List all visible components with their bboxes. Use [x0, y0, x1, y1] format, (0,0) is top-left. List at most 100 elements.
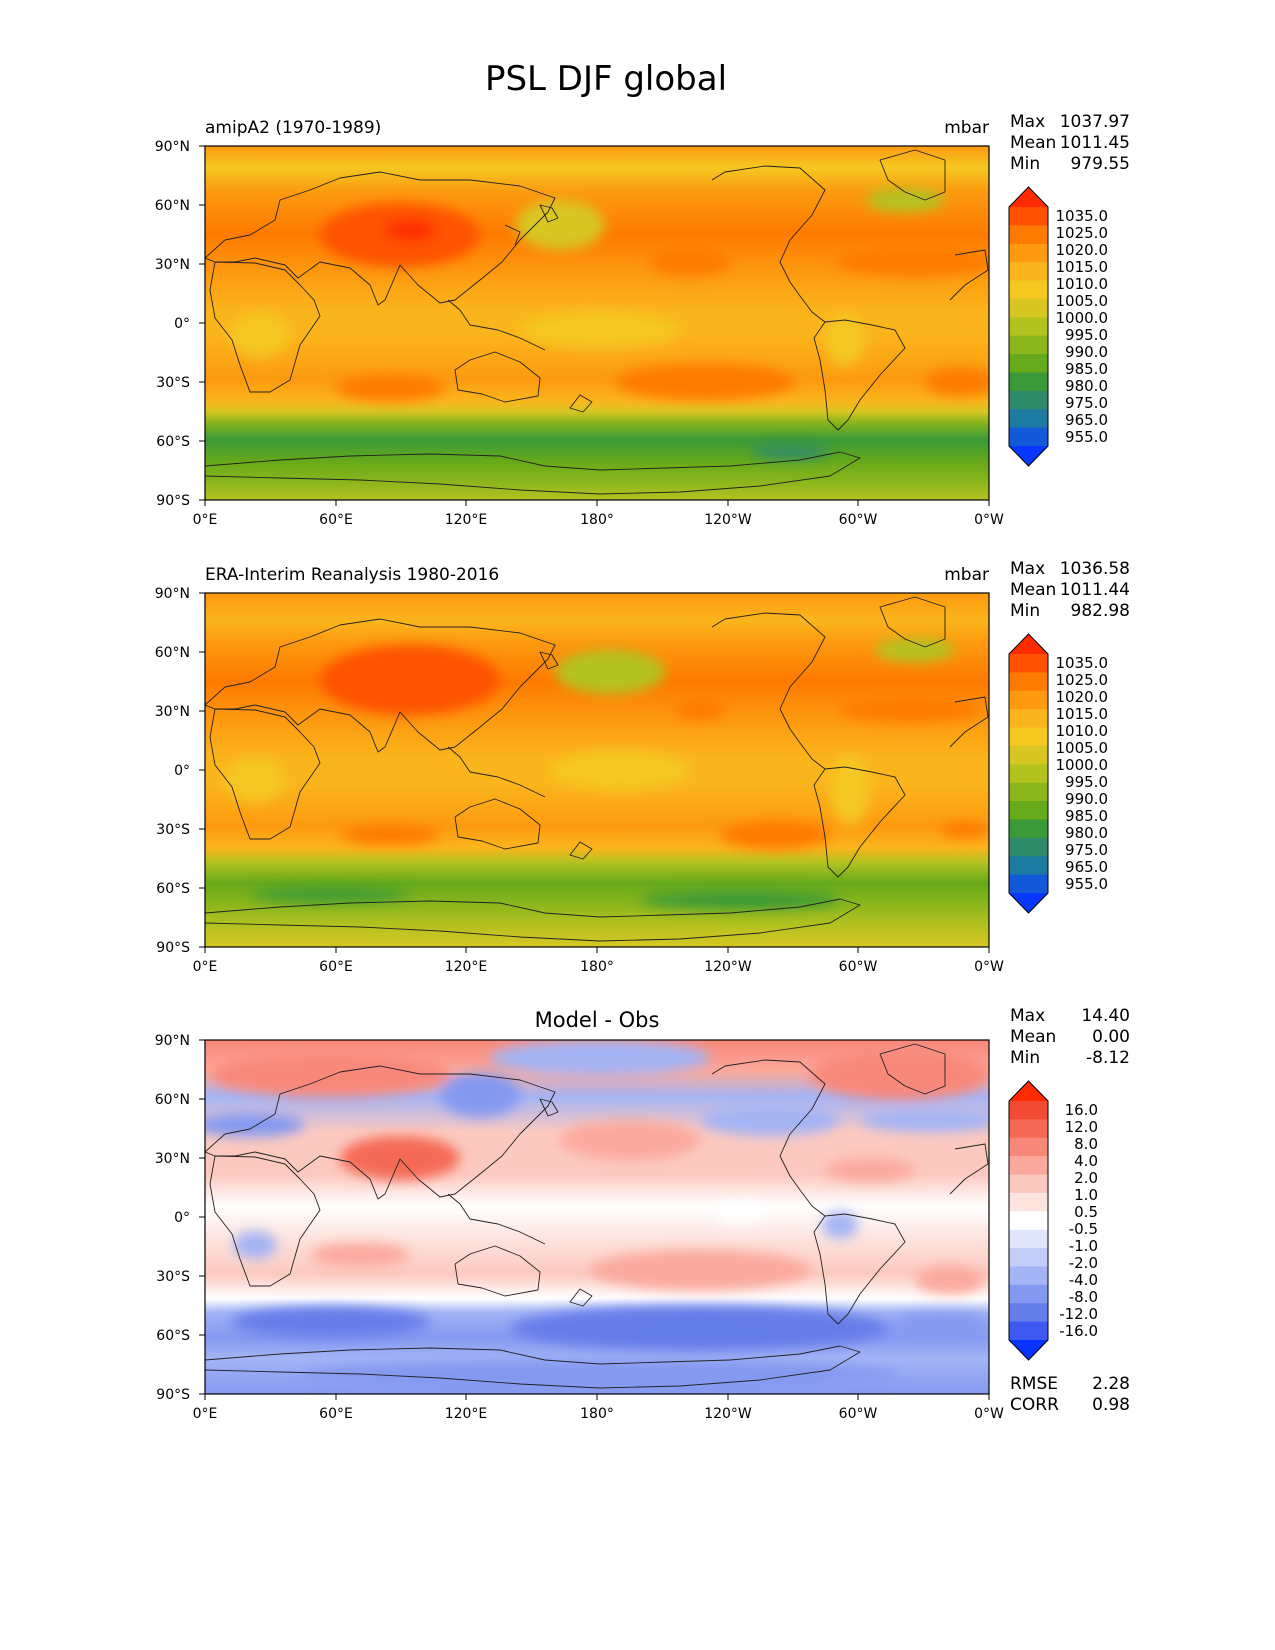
colorbar-block: [1009, 207, 1048, 226]
lon-tick: 120°W: [704, 1406, 752, 1422]
colorbar-block: [1009, 672, 1048, 692]
stat-label: Mean: [1010, 580, 1056, 600]
colorbar-block: [1009, 837, 1048, 857]
lat-tick: 60°S: [156, 1328, 190, 1344]
colorbar-block: [1009, 262, 1048, 282]
lon-tick: 120°E: [445, 959, 488, 975]
colorbar-label: 980.0: [1065, 824, 1108, 842]
colorbar-label: 955.0: [1065, 428, 1108, 446]
stat-value: 2.28: [1092, 1374, 1130, 1394]
colorbar-label: 955.0: [1065, 875, 1108, 893]
stats-box: Max 1036.58 Mean 1011.44 Min 982.98: [1010, 559, 1130, 621]
lat-tick: 30°N: [155, 1151, 190, 1167]
colorbar-label: 0.5: [1074, 1203, 1098, 1221]
lon-tick: 0°E: [193, 959, 218, 975]
colorbar-block: [1009, 856, 1048, 876]
stat-value: 982.98: [1071, 601, 1130, 621]
stat-value: 0.98: [1092, 1395, 1130, 1415]
colorbar-label: 1015.0: [1056, 258, 1109, 276]
colorbar-label: 990.0: [1065, 343, 1108, 361]
stat-label: RMSE: [1010, 1374, 1058, 1394]
colorbar-label: 995.0: [1065, 326, 1108, 344]
stat-value: 1011.45: [1060, 133, 1130, 153]
colorbar-label: 4.0: [1074, 1152, 1098, 1170]
colorbar-label: 1020.0: [1056, 241, 1109, 259]
colorbar-label: -4.0: [1069, 1271, 1098, 1289]
lon-tick: 120°E: [445, 512, 488, 528]
panel-title: Model - Obs: [535, 1008, 660, 1032]
colorbar-block: [1009, 1119, 1048, 1139]
lon-tick: 0°W: [974, 959, 1004, 975]
colorbar-block: [1009, 1101, 1048, 1120]
stat-value: -8.12: [1086, 1048, 1130, 1068]
colorbar-block: [1009, 819, 1048, 839]
colorbar-block: [1009, 1156, 1048, 1176]
colorbar-label: 985.0: [1065, 360, 1108, 378]
colorbar-block: [1009, 782, 1048, 802]
lon-ticks: 0°E 60°E 120°E 180° 120°W 60°W 0°W: [193, 959, 1004, 975]
lon-tick: 180°: [580, 1406, 614, 1422]
colorbar-outline: [1008, 186, 1049, 467]
colorbar-block: [1009, 298, 1048, 318]
colorbar-top-cap: [1009, 187, 1048, 207]
colorbar-label: 1015.0: [1056, 705, 1109, 723]
colorbar-block: [1009, 335, 1048, 355]
lat-tick: 0°: [174, 316, 190, 332]
colorbar-block: [1009, 1229, 1048, 1249]
colorbar-bottom-cap: [1009, 893, 1048, 913]
stat-value: 1011.44: [1060, 580, 1130, 600]
lat-tick: 30°S: [156, 822, 190, 838]
colorbar-block: [1009, 354, 1048, 373]
lon-tick: 120°W: [704, 959, 752, 975]
colorbar-label: 980.0: [1065, 377, 1108, 395]
colorbar-label: 1005.0: [1056, 292, 1109, 310]
colorbar-block: [1009, 764, 1048, 784]
colorbar-label: 1.0: [1074, 1186, 1098, 1204]
colorbar-block: [1009, 372, 1048, 392]
lat-tick: 60°S: [156, 881, 190, 897]
stat-label: Mean: [1010, 133, 1056, 153]
lat-tick: 90°S: [156, 1387, 190, 1403]
lat-tick: 60°N: [155, 1092, 190, 1108]
colorbar-label: 8.0: [1074, 1135, 1098, 1153]
colorbar-block: [1009, 225, 1048, 245]
lon-tick: 120°E: [445, 1406, 488, 1422]
colorbar-label: -8.0: [1069, 1288, 1098, 1306]
colorbar-label: 965.0: [1065, 411, 1108, 429]
lon-tick: 0°E: [193, 512, 218, 528]
colorbar-label: 965.0: [1065, 858, 1108, 876]
lat-tick: 30°N: [155, 257, 190, 273]
colorbar-label: 12.0: [1065, 1118, 1098, 1136]
colorbar-block: [1009, 874, 1048, 894]
lat-tick: 60°N: [155, 645, 190, 661]
colorbar-label: 995.0: [1065, 773, 1108, 791]
units-label: mbar: [944, 565, 989, 585]
lat-tick: 0°: [174, 763, 190, 779]
lat-tick: 60°S: [156, 434, 190, 450]
colorbar-outline: [1008, 1080, 1049, 1361]
lon-tick: 0°E: [193, 1406, 218, 1422]
stat-label: Min: [1010, 1048, 1040, 1068]
colorbar-label: -12.0: [1059, 1305, 1098, 1323]
lon-tick: 60°E: [319, 959, 353, 975]
lon-tick: 180°: [580, 959, 614, 975]
colorbar-block: [1009, 654, 1048, 673]
stat-value: 979.55: [1071, 154, 1130, 174]
colorbar-block: [1009, 745, 1048, 765]
stat-value: 1037.97: [1060, 112, 1130, 132]
lat-tick: 0°: [174, 1210, 190, 1226]
colorbar-label: 975.0: [1065, 841, 1108, 859]
lon-tick: 60°W: [839, 1406, 878, 1422]
lon-tick: 60°W: [839, 959, 878, 975]
colorbar-label: -1.0: [1069, 1237, 1098, 1255]
colorbar-bottom-cap: [1009, 446, 1048, 466]
units-label: mbar: [944, 118, 989, 138]
lat-tick: 90°N: [155, 139, 190, 155]
lat-tick: 30°S: [156, 1269, 190, 1285]
map-field: [205, 1040, 989, 1394]
stat-label: CORR: [1010, 1395, 1059, 1415]
lon-tick: 0°W: [974, 512, 1004, 528]
colorbar-block: [1009, 1211, 1048, 1231]
stat-value: 1036.58: [1060, 559, 1130, 579]
